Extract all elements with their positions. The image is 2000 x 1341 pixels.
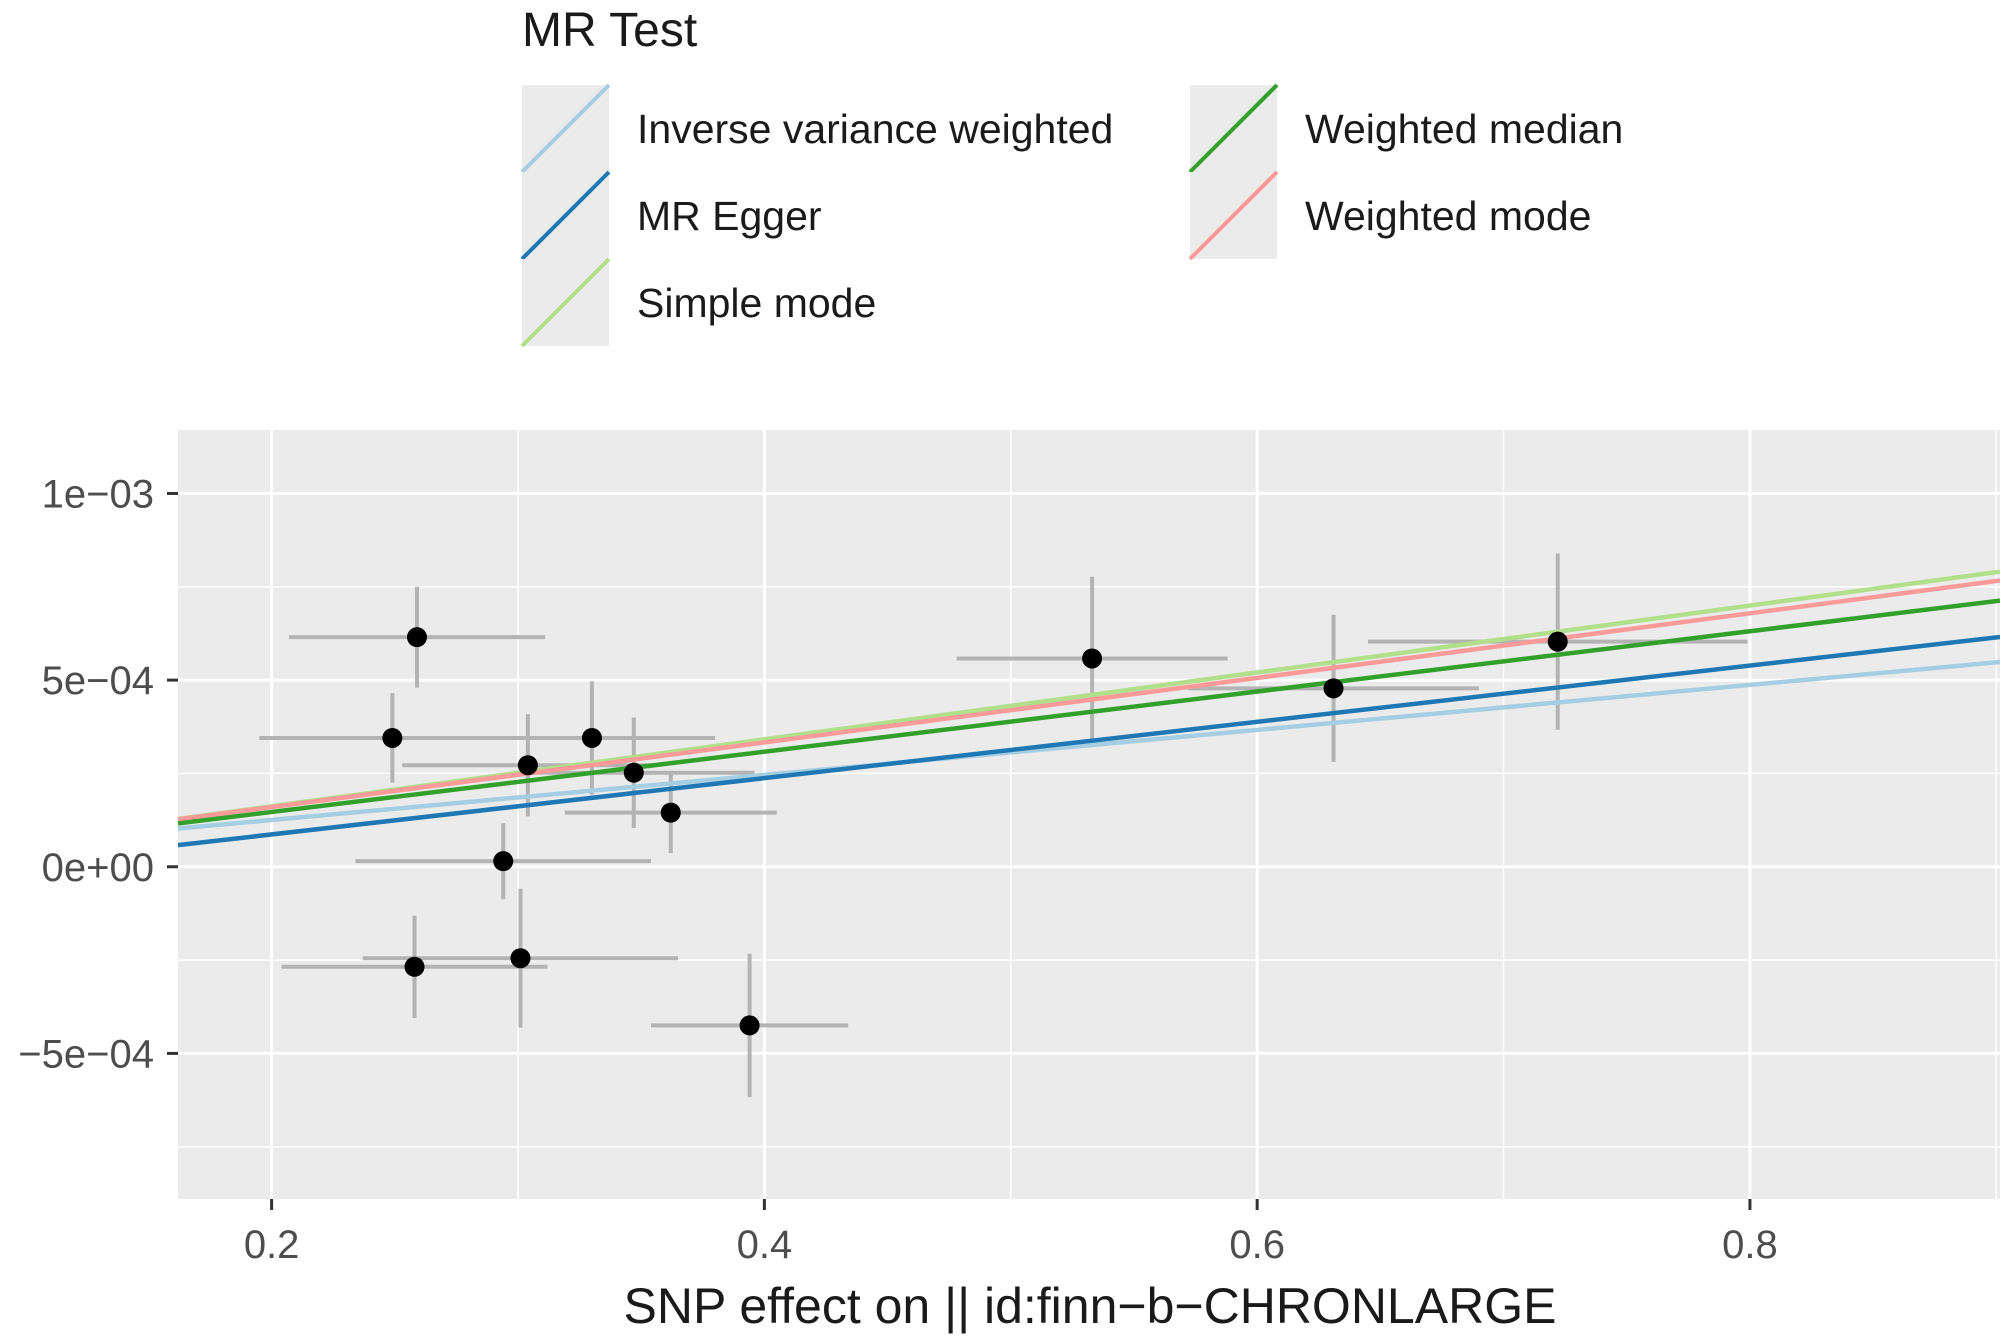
snp-point — [1082, 648, 1103, 669]
legend-swatch-weighted-median — [1188, 83, 1279, 174]
legend-label-simple-mode: Simple mode — [637, 280, 876, 326]
x-tick-label: 0.4 — [737, 1223, 793, 1267]
fit-line-weighted-mode — [177, 578, 2000, 822]
snp-point — [739, 1015, 760, 1036]
snp-point — [623, 762, 644, 783]
legend-key-ivw: Inverse variance weighted — [520, 83, 1113, 174]
plot-panel — [178, 430, 2000, 1199]
y-tick-label: −5e−04 — [18, 1032, 154, 1076]
fit-line-inverse-variance-weighted — [177, 659, 2000, 831]
snp-point — [660, 802, 681, 823]
snp-point — [581, 727, 602, 748]
legend-swatch-simple-mode — [520, 257, 611, 348]
mr-fit-lines — [177, 569, 2000, 848]
snp-point — [510, 948, 531, 969]
snp-point — [382, 727, 403, 748]
y-tick-label: 5e−04 — [42, 659, 154, 703]
legend-label-weighted-mode: Weighted mode — [1305, 193, 1591, 239]
snp-point — [493, 851, 514, 872]
legend-key-weighted-median: Weighted median — [1188, 83, 1623, 174]
snp-point — [404, 956, 425, 977]
snp-point — [517, 755, 538, 776]
snp-point — [1547, 631, 1568, 652]
minor-gridlines — [178, 430, 2000, 1199]
x-tick-label: 0.8 — [1722, 1223, 1778, 1267]
fit-line-weighted-median — [177, 598, 2000, 826]
legend-title: MR Test — [522, 4, 697, 57]
legend-swatch-mr-egger — [520, 170, 611, 261]
legend-label-mr-egger: MR Egger — [637, 193, 822, 239]
legend-key-simple-mode: Simple mode — [520, 257, 876, 348]
legend: MR Test Inverse variance weighted MR Egg… — [520, 4, 1623, 348]
legend-label-ivw: Inverse variance weighted — [637, 106, 1113, 152]
snp-point — [406, 627, 427, 648]
axes: 0.2 0.4 0.6 0.8 1e−03 5e−04 0e+00 −5e−04 — [18, 472, 1777, 1267]
legend-swatch-weighted-mode — [1188, 170, 1279, 261]
snp-point — [1323, 678, 1344, 699]
data-points — [382, 627, 1568, 1036]
y-tick-label: 1e−03 — [42, 472, 154, 516]
x-axis-title: SNP effect on || id:finn−b−CHRONLARGE — [624, 1278, 1557, 1334]
legend-key-mr-egger: MR Egger — [520, 170, 822, 261]
legend-label-weighted-median: Weighted median — [1305, 106, 1623, 152]
x-tick-label: 0.6 — [1229, 1223, 1285, 1267]
y-tick-label: 0e+00 — [42, 846, 154, 890]
legend-key-weighted-mode: Weighted mode — [1188, 170, 1591, 261]
x-tick-label: 0.2 — [244, 1223, 300, 1267]
legend-swatch-ivw — [520, 83, 611, 174]
fit-line-mr-egger — [177, 634, 2000, 848]
